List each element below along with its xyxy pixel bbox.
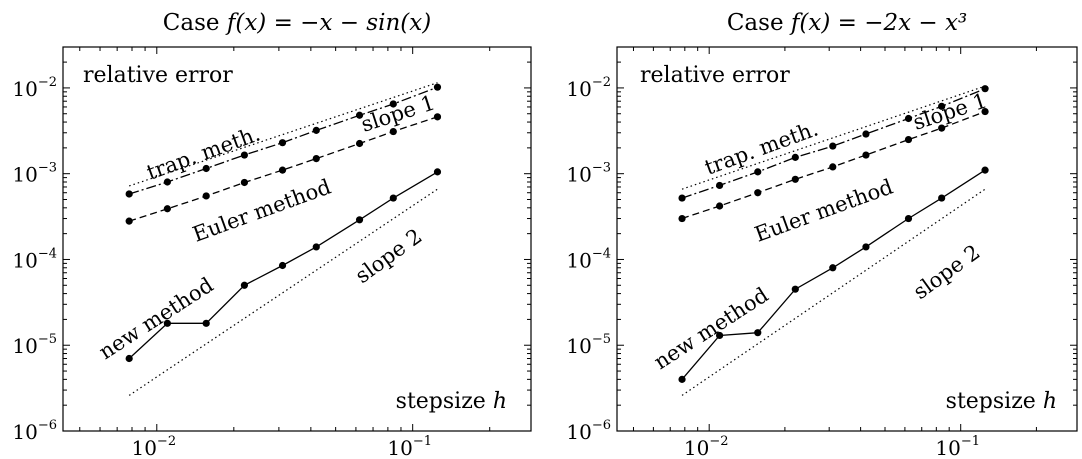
data-point	[433, 113, 442, 121]
data-point	[862, 151, 870, 159]
data-point	[433, 168, 442, 176]
chart-title: Case f(x) = −x − sin(x)	[163, 10, 431, 36]
data-point	[791, 285, 799, 293]
data-point	[202, 319, 210, 327]
x-tick-label: 10−2	[131, 434, 176, 459]
data-point	[125, 190, 133, 198]
series-label: Euler method	[752, 175, 897, 247]
data-point	[791, 153, 799, 161]
x-tick-label: 10−2	[684, 434, 729, 459]
reference-label: slope 2	[351, 224, 427, 288]
data-point	[829, 264, 837, 272]
chart-title: Case f(x) = −2x − x³	[727, 10, 967, 36]
y-tick-label: 10−2	[566, 75, 611, 101]
y-tick-label: 10−4	[566, 246, 611, 272]
data-point	[202, 164, 210, 173]
data-point	[125, 217, 133, 225]
x-axis-label: stepsize h	[396, 389, 507, 414]
data-point	[389, 127, 397, 136]
plot-frame	[616, 46, 1078, 432]
data-point	[355, 139, 364, 148]
y-tick-label: 10−6	[566, 418, 611, 444]
data-point	[355, 111, 364, 119]
reference-line-slope-1	[128, 82, 438, 187]
reference-label: slope 2	[909, 240, 985, 304]
data-point	[715, 331, 724, 340]
data-point	[312, 126, 320, 134]
reference-line-slope-2	[681, 188, 986, 396]
data-point	[754, 168, 762, 176]
chart-title-math: f(x) = −x − sin(x)	[225, 10, 431, 36]
data-point	[754, 329, 762, 337]
data-point	[163, 205, 171, 213]
data-point	[678, 194, 686, 202]
data-point	[829, 163, 837, 171]
reference-line-slope-1	[681, 85, 986, 190]
data-point	[678, 375, 686, 383]
panel-left: Case f(x) = −x − sin(x) 10−2 10−3 10−4 10−5 1…	[12, 10, 532, 459]
x-tick-label: 10−1	[935, 434, 980, 459]
x-tick-label: 10−1	[387, 434, 432, 459]
data-point	[278, 261, 287, 270]
data-point	[791, 175, 799, 183]
data-point	[938, 102, 946, 110]
y-tick-label: 10−5	[566, 332, 611, 358]
chart-title-math: f(x) = −2x − x³	[789, 10, 967, 36]
data-point	[163, 319, 171, 327]
data-point	[312, 243, 320, 251]
data-point	[240, 281, 249, 289]
data-point	[125, 354, 133, 363]
data-point	[829, 142, 837, 150]
y-tick-label: 10−3	[566, 161, 611, 187]
data-point	[312, 154, 320, 163]
reference-label: slope 1	[910, 88, 990, 134]
data-point	[754, 189, 762, 197]
reference-line-slope-2	[128, 188, 438, 396]
plot-frame	[62, 46, 532, 432]
series-label: new method	[650, 283, 773, 374]
data-point	[938, 124, 946, 132]
data-point	[389, 194, 397, 202]
data-point	[904, 135, 913, 144]
y-tick-label: 10−6	[12, 418, 57, 444]
data-point	[389, 100, 397, 108]
series-label: Euler method	[190, 175, 335, 247]
data-point	[240, 178, 249, 187]
data-point	[904, 214, 913, 223]
data-point	[862, 130, 870, 138]
chart-title-prefix: Case	[163, 10, 227, 36]
x-axis-label: stepsize h	[946, 389, 1057, 414]
y-tick-label: 10−3	[12, 161, 57, 187]
data-point	[715, 181, 724, 190]
data-point	[715, 202, 724, 210]
y-tick-label: 10−4	[12, 246, 57, 272]
y-axis-label: relative error	[83, 63, 233, 88]
data-point	[678, 214, 686, 223]
data-point	[938, 194, 946, 202]
data-point	[862, 243, 870, 251]
series-label: trap. meth.	[702, 117, 822, 180]
series-label: new method	[95, 273, 218, 364]
data-point	[433, 83, 442, 91]
panel-right: Case f(x) = −2x − x³ 10−2 10−3 10−4 10−5 10−6…	[566, 10, 1078, 459]
data-point	[355, 216, 364, 224]
data-point	[163, 178, 171, 186]
data-point	[981, 107, 989, 116]
data-point	[278, 166, 287, 174]
data-point	[202, 192, 210, 200]
data-point	[240, 151, 249, 159]
reference-label: slope 1	[358, 90, 438, 136]
data-point	[981, 166, 989, 174]
data-point	[278, 139, 287, 147]
series-line	[129, 116, 438, 222]
y-tick-label: 10−2	[12, 75, 57, 101]
data-point	[981, 85, 989, 93]
data-point	[904, 114, 913, 123]
y-axis-label: relative error	[640, 63, 790, 88]
chart-title-prefix: Case	[727, 10, 791, 36]
y-tick-label: 10−5	[12, 332, 57, 358]
